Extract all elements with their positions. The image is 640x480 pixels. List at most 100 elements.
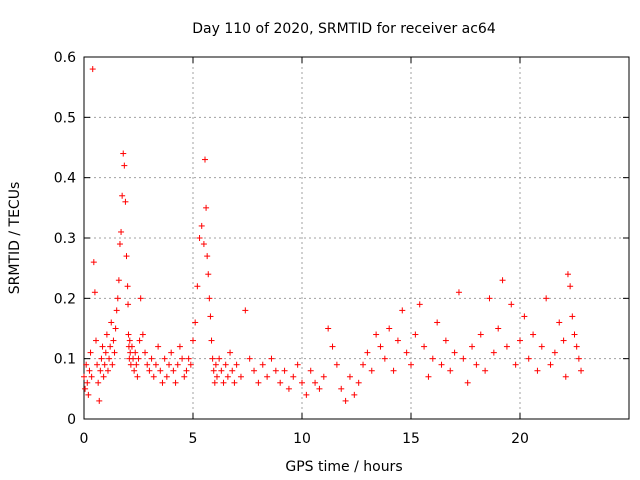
data-point bbox=[368, 367, 375, 374]
data-point bbox=[512, 361, 519, 368]
data-point bbox=[159, 379, 166, 386]
data-point bbox=[573, 343, 580, 350]
data-point bbox=[132, 349, 139, 356]
data-point bbox=[209, 355, 216, 362]
data-point bbox=[88, 373, 95, 380]
data-point bbox=[237, 373, 244, 380]
data-point bbox=[222, 361, 229, 368]
data-point bbox=[399, 307, 406, 314]
data-point bbox=[185, 355, 192, 362]
data-point bbox=[434, 319, 441, 326]
data-point bbox=[136, 337, 143, 344]
y-tick-label: 0.1 bbox=[54, 352, 76, 368]
data-point bbox=[119, 192, 126, 199]
data-point bbox=[425, 373, 432, 380]
data-point bbox=[360, 361, 367, 368]
data-point bbox=[92, 337, 99, 344]
data-point bbox=[118, 228, 125, 235]
data-point bbox=[525, 355, 532, 362]
data-point bbox=[490, 349, 497, 356]
data-point bbox=[264, 373, 271, 380]
data-point bbox=[104, 367, 111, 374]
data-point bbox=[255, 379, 262, 386]
data-point bbox=[166, 361, 173, 368]
data-point bbox=[99, 343, 106, 350]
data-point bbox=[172, 379, 179, 386]
data-point bbox=[97, 367, 104, 374]
data-point bbox=[220, 379, 227, 386]
data-point bbox=[242, 307, 249, 314]
data-point bbox=[569, 313, 576, 320]
data-point bbox=[416, 301, 423, 308]
data-point bbox=[130, 355, 137, 362]
data-point bbox=[146, 367, 153, 374]
data-point bbox=[121, 162, 128, 169]
data-point bbox=[127, 349, 134, 356]
data-point bbox=[216, 355, 223, 362]
data-point bbox=[460, 355, 467, 362]
data-point bbox=[521, 313, 528, 320]
data-point bbox=[95, 379, 102, 386]
data-point bbox=[268, 355, 275, 362]
data-point bbox=[108, 319, 115, 326]
data-point bbox=[213, 373, 220, 380]
data-point bbox=[211, 379, 218, 386]
data-point bbox=[281, 367, 288, 374]
data-point bbox=[218, 367, 225, 374]
data-point bbox=[294, 361, 301, 368]
data-point bbox=[98, 355, 105, 362]
data-point bbox=[438, 361, 445, 368]
data-point bbox=[571, 331, 578, 338]
data-point bbox=[87, 349, 94, 356]
data-point bbox=[126, 337, 133, 344]
data-point bbox=[122, 198, 129, 205]
data-point bbox=[412, 331, 419, 338]
y-axis-title: SRMTID / TECUs bbox=[7, 182, 23, 295]
data-point bbox=[103, 331, 110, 338]
data-point bbox=[100, 373, 107, 380]
data-point bbox=[338, 385, 345, 392]
data-point bbox=[482, 367, 489, 374]
data-point bbox=[495, 325, 502, 332]
data-point bbox=[246, 355, 253, 362]
data-point bbox=[85, 391, 92, 398]
data-point bbox=[455, 289, 462, 296]
data-point bbox=[227, 349, 234, 356]
data-point bbox=[560, 337, 567, 344]
data-series bbox=[81, 66, 585, 404]
data-point bbox=[299, 379, 305, 386]
data-point bbox=[196, 235, 203, 241]
data-point bbox=[442, 337, 449, 344]
data-point bbox=[200, 241, 207, 248]
y-tick-label: 0.5 bbox=[54, 110, 76, 126]
data-point bbox=[181, 373, 188, 380]
data-point bbox=[333, 361, 340, 368]
data-point bbox=[373, 331, 380, 338]
data-point bbox=[106, 355, 113, 362]
data-point bbox=[307, 367, 314, 374]
chart-title: Day 110 of 2020, SRMTID for receiver ac6… bbox=[192, 21, 496, 37]
data-point bbox=[477, 331, 484, 338]
data-point bbox=[127, 361, 134, 368]
data-point bbox=[113, 307, 120, 314]
x-axis: 0 5 10 15 20 bbox=[80, 57, 529, 447]
data-point bbox=[133, 361, 140, 368]
data-point bbox=[198, 222, 205, 229]
data-point bbox=[381, 355, 388, 362]
data-point bbox=[473, 361, 480, 368]
data-point bbox=[157, 367, 164, 374]
data-point bbox=[134, 373, 141, 380]
data-point bbox=[564, 271, 571, 278]
data-point bbox=[124, 283, 131, 290]
data-point bbox=[135, 355, 142, 362]
y-tick-label: 0.3 bbox=[54, 231, 76, 247]
data-point bbox=[109, 361, 116, 368]
data-point bbox=[229, 367, 236, 374]
data-point bbox=[320, 373, 327, 380]
data-point bbox=[183, 367, 190, 374]
data-point bbox=[107, 343, 114, 350]
data-point bbox=[83, 361, 90, 368]
data-point bbox=[259, 361, 266, 368]
